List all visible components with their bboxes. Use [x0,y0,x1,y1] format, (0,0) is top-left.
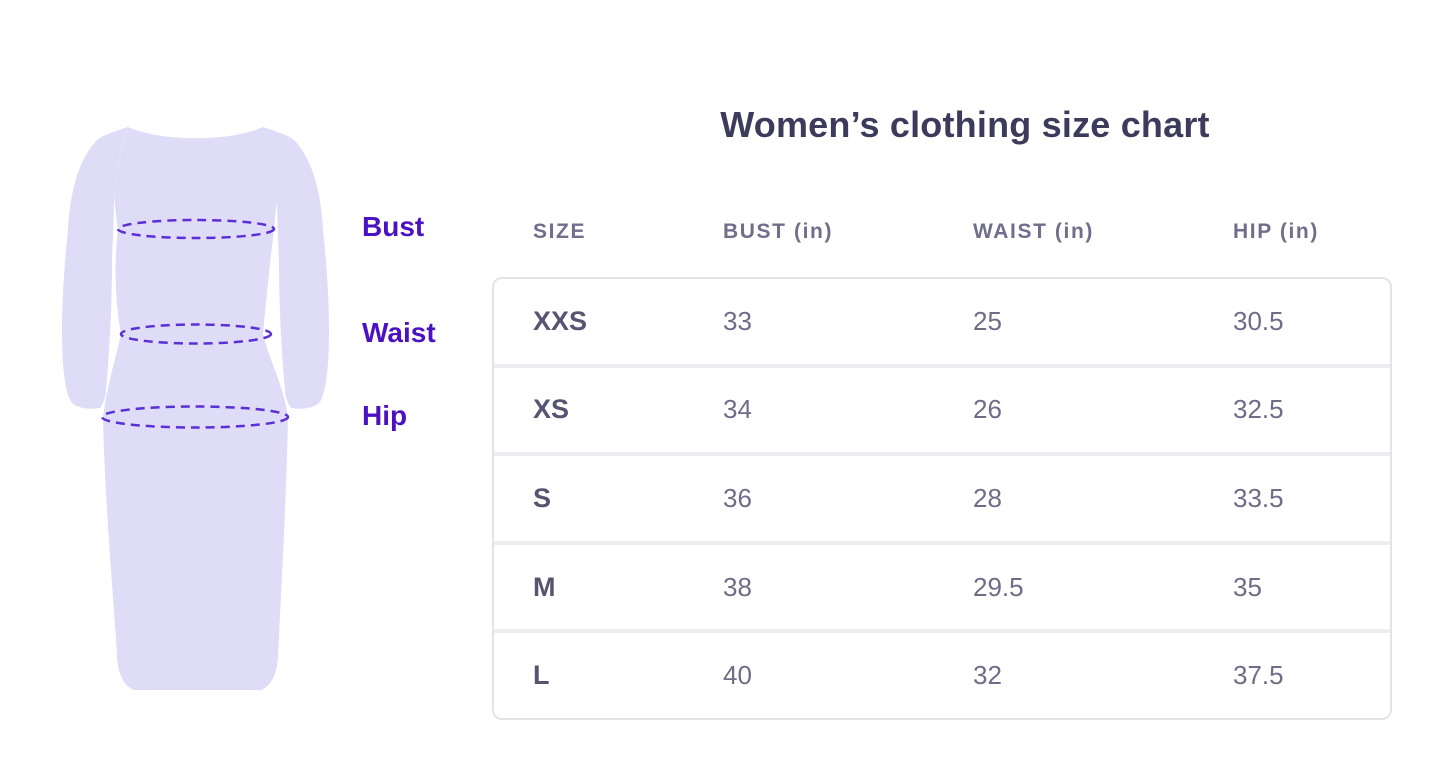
dress-body-shape [103,127,288,690]
waist-value-cell: 32 [973,660,1002,691]
hip-value-cell: 37.5 [1233,660,1284,691]
size-table: XXS 33 25 30.5 XS 34 26 32.5 S 36 28 33.… [492,277,1392,720]
page-title: Women’s clothing size chart [720,104,1210,145]
waist-value-cell: 25 [973,305,1002,336]
bust-measurement-line [116,218,276,240]
waist-measurement-line [119,323,273,345]
table-row: S 36 28 33.5 [494,452,1390,541]
hip-value-cell: 32.5 [1233,394,1284,425]
table-row: L 40 32 37.5 [494,629,1390,718]
waist-value-cell: 29.5 [973,571,1024,602]
table-row: XXS 33 25 30.5 [494,279,1390,364]
waist-value-cell: 28 [973,482,1002,513]
waist-label: Waist [362,317,436,348]
bust-value-cell: 40 [723,660,752,691]
hip-value-cell: 30.5 [1233,305,1284,336]
dress-left-sleeve [62,127,128,409]
bust-value-cell: 36 [723,482,752,513]
size-cell: L [533,660,550,691]
dress-illustration [62,127,329,690]
waist-value-cell: 26 [973,394,1002,425]
table-header-row: SIZE BUST (in) WAIST (in) HIP (in) [492,220,1392,244]
bust-value-cell: 34 [723,394,752,425]
size-cell: M [533,571,556,602]
hip-label: Hip [362,400,408,431]
column-header-bust: BUST (in) [723,220,834,243]
hip-measurement-line [100,405,290,429]
size-cell: XS [533,394,570,425]
bust-value-cell: 38 [723,571,752,602]
hip-value-cell: 35 [1233,571,1262,602]
bust-label: Bust [362,211,425,242]
column-header-size: SIZE [533,220,587,243]
table-row: M 38 29.5 35 [494,540,1390,630]
size-cell: XXS [533,305,588,336]
column-header-hip: HIP (in) [1233,220,1319,243]
table-row: XS 34 26 32.5 [494,363,1390,453]
column-header-waist: WAIST (in) [973,220,1094,243]
bust-value-cell: 33 [723,305,752,336]
dress-right-sleeve [263,127,329,409]
size-cell: S [533,482,552,513]
hip-value-cell: 33.5 [1233,482,1284,513]
